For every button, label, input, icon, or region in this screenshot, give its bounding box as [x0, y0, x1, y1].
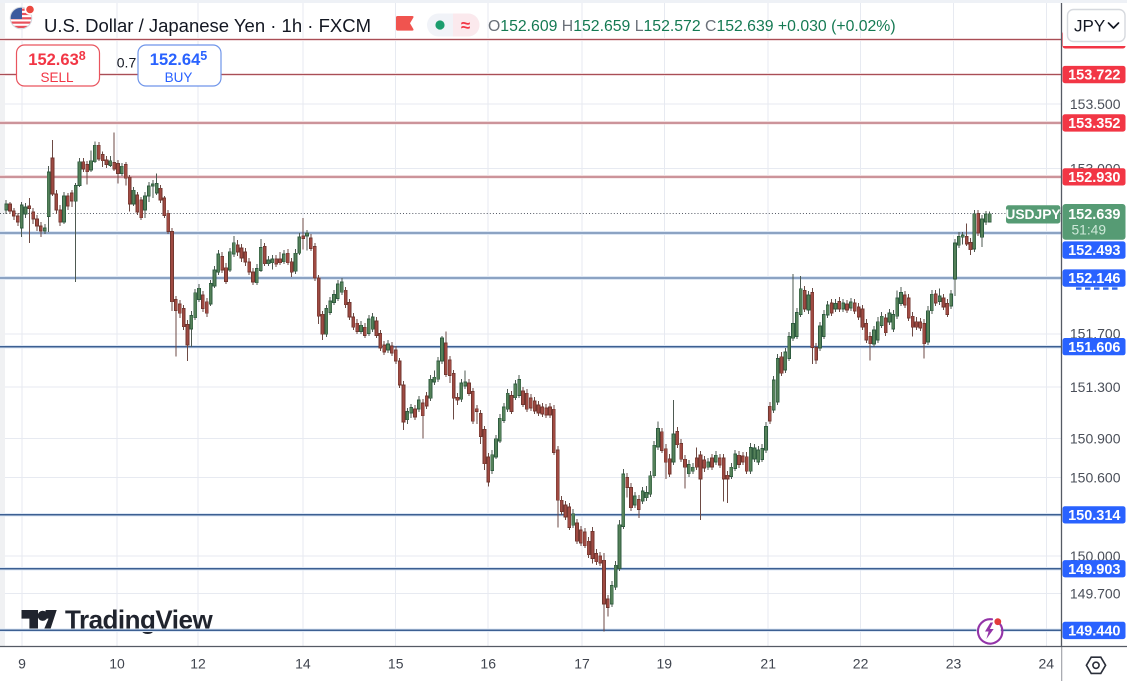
svg-text:22: 22	[853, 656, 869, 672]
svg-text:17: 17	[574, 656, 590, 672]
svg-text:150.900: 150.900	[1070, 431, 1121, 447]
svg-text:151.300: 151.300	[1070, 379, 1121, 395]
svg-text:19: 19	[657, 656, 673, 672]
svg-text:23: 23	[946, 656, 962, 672]
svg-text:150.314: 150.314	[1068, 508, 1120, 524]
svg-text:16: 16	[480, 656, 496, 672]
svg-text:149.903: 149.903	[1068, 562, 1120, 578]
svg-text:153.352: 153.352	[1068, 116, 1120, 132]
svg-text:≈: ≈	[461, 16, 470, 35]
svg-text:USDJPY: USDJPY	[1005, 207, 1060, 222]
svg-text:JPY: JPY	[1074, 17, 1105, 36]
svg-text:152.493: 152.493	[1068, 243, 1120, 259]
svg-text:150.600: 150.600	[1070, 470, 1121, 486]
svg-text:152.930: 152.930	[1068, 170, 1120, 186]
svg-text:152.146: 152.146	[1068, 271, 1120, 287]
svg-text:10: 10	[109, 656, 125, 672]
svg-text:21: 21	[760, 656, 776, 672]
svg-text:12: 12	[190, 656, 206, 672]
svg-text:149.700: 149.700	[1070, 586, 1121, 602]
svg-text:152.645: 152.645	[150, 49, 207, 69]
svg-text:SELL: SELL	[40, 70, 74, 85]
svg-text:U.S. Dollar / Japanese Yen · 1: U.S. Dollar / Japanese Yen · 1h · FXCM	[44, 15, 371, 36]
svg-text:152.638: 152.638	[28, 49, 85, 69]
svg-text:9: 9	[18, 656, 26, 672]
svg-text:15: 15	[388, 656, 404, 672]
svg-text:BUY: BUY	[165, 70, 193, 85]
svg-text:14: 14	[295, 656, 311, 672]
svg-text:0.7: 0.7	[117, 55, 137, 71]
svg-text:153.500: 153.500	[1070, 96, 1121, 112]
svg-text:51:49: 51:49	[1072, 223, 1107, 238]
svg-text:152.639: 152.639	[1068, 207, 1120, 223]
svg-text:O152.609 H152.659 L152.572 C15: O152.609 H152.659 L152.572 C152.639 +0.0…	[488, 18, 896, 35]
svg-text:153.722: 153.722	[1068, 68, 1120, 84]
svg-text:151.606: 151.606	[1068, 340, 1120, 356]
svg-text:149.440: 149.440	[1068, 624, 1120, 640]
svg-text:24: 24	[1039, 656, 1055, 672]
